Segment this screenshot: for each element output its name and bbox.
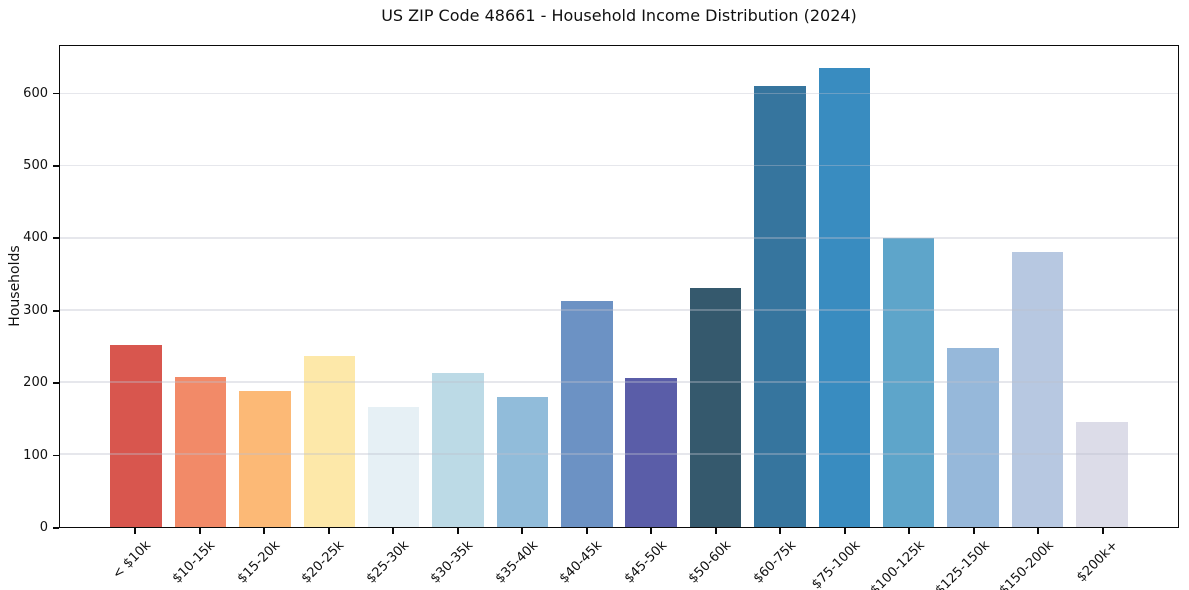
y-tick-label: 400 (23, 230, 48, 246)
x-tick-label: $125-150k (932, 538, 993, 590)
x-tick-mark (843, 528, 846, 534)
y-tick-mark (53, 92, 59, 95)
y-tick-mark (53, 382, 59, 385)
bar-$200k+ (1076, 421, 1128, 527)
x-tick-label: $40-45k (556, 538, 606, 587)
x-tick-label: $20-25k (298, 538, 348, 587)
x-tick-label: < $10k (109, 538, 154, 583)
x-tick-mark (263, 528, 266, 534)
bar-slot (362, 46, 426, 527)
x-tick-label: $35-40k (492, 538, 541, 587)
bar-$60-75k (754, 85, 806, 527)
y-tick-label: 100 (23, 447, 48, 463)
bar-$50-60k (689, 288, 742, 527)
plot-area (59, 45, 1179, 528)
bar-slot (168, 46, 232, 527)
y-tick-label: 0 (39, 520, 48, 535)
x-tick-label: $60-75k (750, 538, 799, 587)
y-tick-mark (53, 237, 59, 240)
x-tick-mark (198, 528, 201, 534)
bar-slot (941, 46, 1005, 527)
bar-$25-30k (367, 406, 420, 527)
bar-$125-150k (947, 348, 999, 527)
x-tick-mark (714, 528, 717, 534)
chart-title: US ZIP Code 48661 - Household Income Dis… (381, 6, 857, 25)
bar-slot (426, 46, 490, 527)
x-tick-mark (972, 528, 975, 534)
x-tick-mark (585, 528, 588, 534)
x-tick-mark (1101, 528, 1104, 534)
x-tick-mark (327, 528, 330, 534)
bars-layer (60, 46, 1178, 527)
x-tick-mark (1037, 528, 1040, 534)
bar-slot (233, 46, 297, 527)
x-tick-mark (650, 528, 653, 534)
x-tick-mark (456, 528, 459, 534)
bar-slot (555, 46, 619, 527)
bar-slot (877, 46, 941, 527)
x-tick-label: $150-200k (996, 538, 1057, 590)
y-tick-mark (53, 527, 59, 529)
x-tick-mark (134, 528, 137, 534)
bar-$10-15k (174, 377, 227, 527)
y-tick-mark (53, 165, 59, 167)
x-tick-label: $200k+ (1074, 538, 1122, 586)
bar-$100-125k (882, 237, 935, 527)
y-tick-label: 200 (23, 375, 48, 391)
bar-$30-35k (432, 372, 484, 527)
x-tick-mark (779, 528, 782, 534)
bar-$35-40k (496, 397, 549, 527)
x-tick-label: $30-35k (427, 538, 477, 587)
bar-< $10k (110, 345, 162, 527)
bar-$40-45k (561, 301, 613, 527)
x-tick-label: $100-125k (867, 538, 928, 590)
bar-slot (490, 46, 554, 527)
x-tick-label: $10-15k (169, 538, 219, 587)
x-tick-mark (908, 528, 911, 534)
bar-$20-25k (303, 356, 356, 527)
x-tick-label: $45-50k (621, 538, 670, 587)
x-tick-mark (521, 528, 524, 534)
y-tick-mark (53, 454, 59, 457)
x-tick-label: $50-60k (685, 538, 735, 587)
x-tick-label: $25-30k (363, 538, 412, 587)
bar-slot (619, 46, 683, 527)
bar-slot (1005, 46, 1069, 527)
bar-slot (683, 46, 747, 527)
y-tick-label: 600 (23, 85, 48, 101)
bar-$150-200k (1011, 251, 1064, 527)
y-tick-label: 300 (23, 302, 48, 318)
bar-slot (812, 46, 876, 527)
x-tick-mark (392, 528, 395, 534)
bar-$45-50k (625, 377, 677, 527)
x-tick-label: $15-20k (234, 538, 283, 587)
bar-slot (104, 46, 168, 527)
bar-$15-20k (239, 391, 291, 527)
y-tick-label: 500 (23, 157, 48, 173)
y-tick-mark (53, 309, 59, 312)
bar-slot (748, 46, 812, 527)
bar-$75-100k (818, 68, 871, 527)
bar-slot (1070, 46, 1134, 527)
bar-slot (297, 46, 361, 527)
x-tick-label: $75-100k (809, 538, 864, 590)
